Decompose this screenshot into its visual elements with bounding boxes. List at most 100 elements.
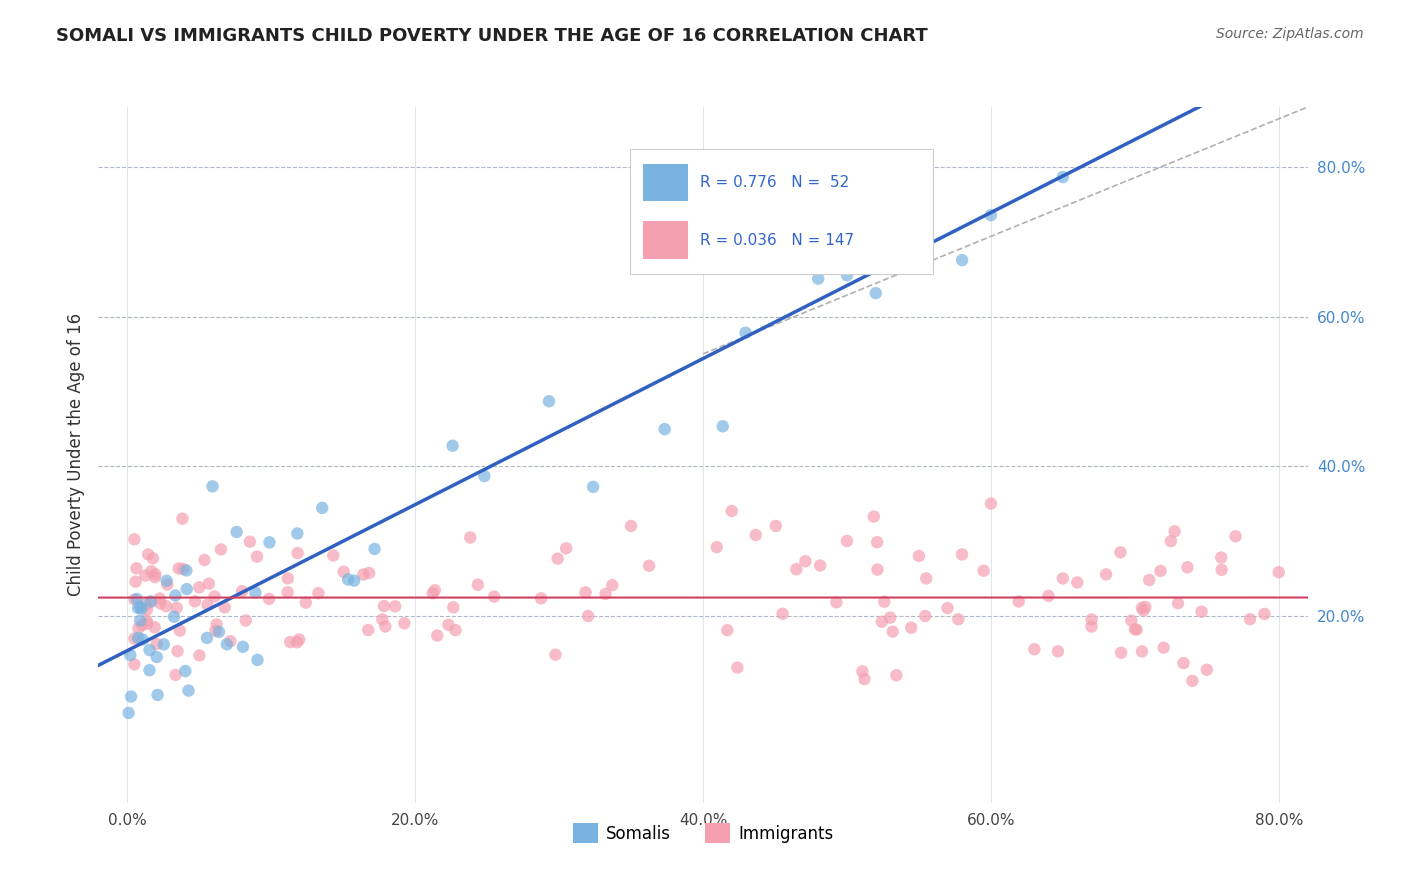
Immigrants [155, 599, 177, 614]
Immigrants [184, 594, 207, 608]
Immigrants [124, 574, 146, 589]
Immigrants [239, 534, 262, 549]
Immigrants [1137, 573, 1160, 587]
Immigrants [149, 591, 172, 606]
Somalis [146, 688, 169, 702]
Immigrants [288, 632, 311, 647]
Immigrants [600, 578, 623, 592]
Immigrants [915, 571, 938, 585]
Immigrants [716, 624, 738, 638]
Immigrants [143, 620, 166, 634]
Immigrants [124, 533, 146, 547]
Immigrants [1109, 646, 1132, 660]
Immigrants [870, 615, 893, 629]
Immigrants [544, 648, 567, 662]
Immigrants [638, 558, 661, 573]
Immigrants [135, 598, 157, 612]
Immigrants [725, 660, 748, 674]
Immigrants [879, 610, 901, 624]
Immigrants [169, 624, 191, 638]
Immigrants [204, 624, 226, 638]
Immigrants [467, 578, 489, 592]
Immigrants [950, 548, 973, 562]
Somalis [165, 589, 187, 603]
Somalis [138, 663, 160, 677]
Somalis [472, 469, 495, 483]
Somalis [118, 706, 141, 720]
Immigrants [785, 562, 807, 576]
Somalis [537, 394, 560, 409]
Somalis [177, 683, 200, 698]
Immigrants [620, 519, 643, 533]
Immigrants [1066, 575, 1088, 590]
Immigrants [574, 585, 596, 599]
Immigrants [948, 612, 970, 626]
Immigrants [166, 644, 188, 658]
Somalis [120, 648, 142, 662]
Somalis [225, 524, 247, 539]
Immigrants [136, 616, 159, 631]
Immigrants [322, 549, 344, 563]
Immigrants [422, 586, 444, 600]
Immigrants [124, 632, 146, 646]
Immigrants [357, 623, 380, 637]
Immigrants [125, 561, 148, 575]
Somalis [127, 631, 149, 645]
Immigrants [124, 592, 146, 607]
Immigrants [936, 601, 959, 615]
Somalis [176, 563, 198, 577]
Immigrants [794, 554, 817, 568]
Immigrants [1253, 607, 1275, 621]
Somalis [807, 271, 830, 285]
Immigrants [167, 561, 190, 575]
Immigrants [1211, 550, 1233, 565]
Somalis [163, 609, 186, 624]
Immigrants [352, 567, 374, 582]
Immigrants [1225, 529, 1247, 543]
Somalis [131, 601, 153, 615]
Immigrants [835, 533, 858, 548]
Immigrants [214, 600, 236, 615]
Immigrants [357, 566, 380, 580]
Immigrants [900, 621, 922, 635]
Immigrants [205, 617, 228, 632]
Immigrants [720, 504, 742, 518]
Immigrants [1121, 614, 1143, 628]
Immigrants [285, 635, 308, 649]
Immigrants [1024, 642, 1046, 657]
Somalis [176, 582, 198, 596]
Text: SOMALI VS IMMIGRANTS CHILD POVERTY UNDER THE AGE OF 16 CORRELATION CHART: SOMALI VS IMMIGRANTS CHILD POVERTY UNDER… [56, 27, 928, 45]
Immigrants [1052, 572, 1074, 586]
Immigrants [295, 596, 318, 610]
Immigrants [1173, 656, 1195, 670]
Immigrants [134, 568, 156, 582]
Immigrants [980, 497, 1002, 511]
Immigrants [1211, 563, 1233, 577]
Immigrants [1149, 564, 1171, 578]
Immigrants [853, 672, 876, 686]
Immigrants [143, 570, 166, 584]
Immigrants [149, 596, 172, 610]
Immigrants [1167, 596, 1189, 610]
Immigrants [441, 600, 464, 615]
Somalis [441, 439, 464, 453]
Immigrants [135, 602, 157, 616]
Immigrants [142, 551, 165, 566]
Legend: Somalis, Immigrants: Somalis, Immigrants [567, 816, 839, 850]
Immigrants [772, 607, 794, 621]
Immigrants [444, 623, 467, 637]
Somalis [311, 500, 333, 515]
Somalis [835, 268, 858, 283]
Immigrants [193, 553, 215, 567]
Immigrants [1109, 545, 1132, 559]
Immigrants [576, 609, 599, 624]
Immigrants [231, 584, 253, 599]
Immigrants [197, 598, 219, 612]
Immigrants [374, 619, 396, 633]
Immigrants [484, 590, 506, 604]
Immigrants [156, 577, 179, 591]
Immigrants [423, 583, 446, 598]
Immigrants [1177, 560, 1199, 574]
Immigrants [595, 587, 617, 601]
Somalis [1052, 170, 1074, 185]
